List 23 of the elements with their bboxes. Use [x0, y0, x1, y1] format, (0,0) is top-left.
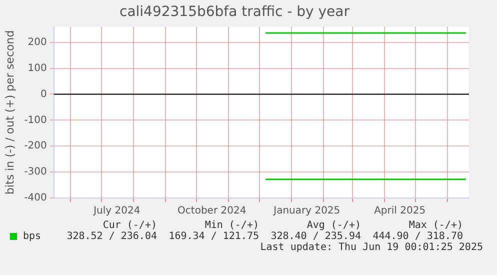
- x-tick-label: July 2024: [92, 206, 140, 217]
- y-axis-title: bits in (-) / out (+) per second: [3, 30, 16, 194]
- chart-title: cali492315b6bfa traffic - by year: [119, 4, 350, 20]
- text: Cur (-/+): [102, 220, 157, 231]
- y-tick-label: -400: [24, 192, 47, 204]
- text: Min (-/+): [204, 220, 259, 231]
- y-tick-label: 0: [40, 88, 47, 100]
- y-tick-label: -200: [24, 140, 47, 152]
- x-tick-label: October 2024: [178, 206, 246, 217]
- y-tick-label: 100: [28, 62, 47, 74]
- y-tick-label: -100: [24, 114, 47, 126]
- text: 444.90 / 318.70: [372, 231, 463, 242]
- text: 328.40 / 235.94: [270, 231, 361, 242]
- x-tick-label: April 2025: [374, 206, 426, 217]
- text: Avg (-/+): [306, 220, 361, 231]
- text: Last update: Thu Jun 19 00:01:25 2025: [259, 242, 483, 253]
- y-tick-label: -300: [24, 166, 47, 178]
- text: 328.52 / 236.04: [66, 231, 157, 242]
- y-tick-label: 200: [28, 36, 47, 48]
- text: Max (-/+): [408, 220, 463, 231]
- x-tick-label: January 2025: [272, 206, 340, 217]
- text: 169.34 / 121.75: [168, 231, 259, 242]
- legend-label: bps: [23, 231, 42, 242]
